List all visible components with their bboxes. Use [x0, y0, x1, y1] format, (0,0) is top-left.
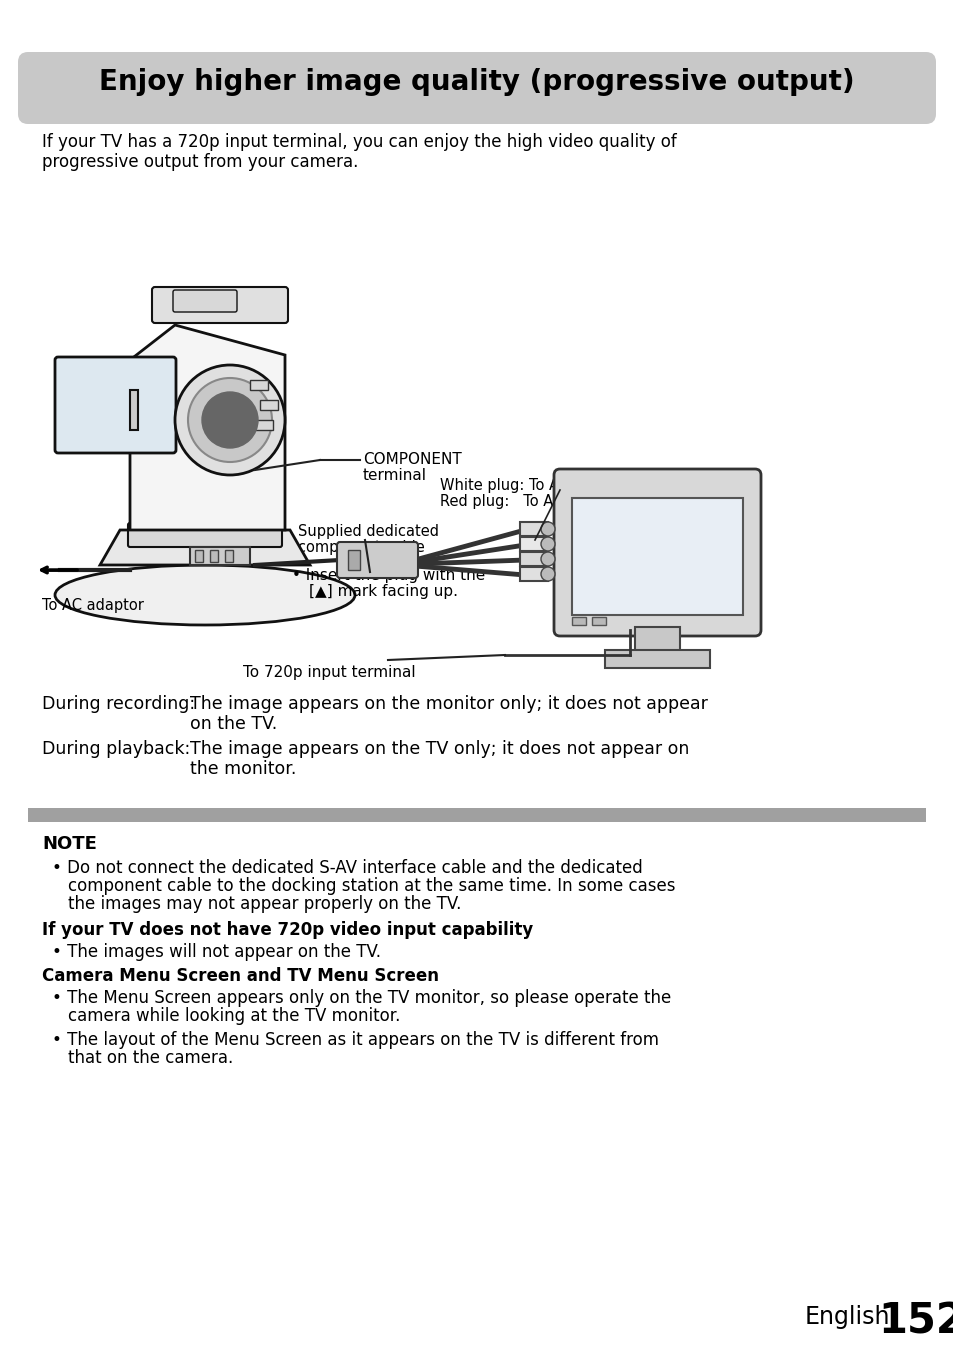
Text: • Insert the plug with the: • Insert the plug with the — [292, 568, 485, 582]
FancyBboxPatch shape — [336, 542, 417, 578]
FancyBboxPatch shape — [152, 286, 288, 323]
Text: camera while looking at the TV monitor.: camera while looking at the TV monitor. — [68, 1007, 400, 1025]
Text: The image appears on the monitor only; it does not appear: The image appears on the monitor only; i… — [190, 695, 707, 713]
Circle shape — [540, 568, 555, 581]
Text: on the TV.: on the TV. — [190, 716, 277, 733]
FancyBboxPatch shape — [554, 469, 760, 636]
Polygon shape — [130, 325, 285, 530]
Text: To 720p input terminal: To 720p input terminal — [243, 664, 416, 681]
Bar — [250, 381, 268, 390]
Bar — [635, 627, 679, 652]
Bar — [28, 808, 925, 822]
Circle shape — [540, 551, 555, 566]
Text: Enjoy higher image quality (progressive output): Enjoy higher image quality (progressive … — [99, 69, 854, 95]
Bar — [604, 650, 709, 668]
Bar — [194, 550, 203, 562]
Text: COMPONENT: COMPONENT — [363, 452, 461, 467]
Text: The image appears on the TV only; it does not appear on: The image appears on the TV only; it doe… — [190, 740, 689, 759]
Text: • The Menu Screen appears only on the TV monitor, so please operate the: • The Menu Screen appears only on the TV… — [52, 989, 671, 1007]
Text: If your TV has a 720p input terminal, you can enjoy the high video quality of: If your TV has a 720p input terminal, yo… — [42, 133, 676, 151]
Text: During playback:: During playback: — [42, 740, 190, 759]
Bar — [572, 498, 742, 615]
Text: • The layout of the Menu Screen as it appears on the TV is different from: • The layout of the Menu Screen as it ap… — [52, 1032, 659, 1049]
Bar — [348, 550, 359, 570]
Text: If your TV does not have 720p video input capability: If your TV does not have 720p video inpu… — [42, 921, 533, 939]
Bar — [260, 399, 277, 410]
Text: To AC adaptor: To AC adaptor — [42, 599, 144, 613]
Bar — [210, 550, 218, 562]
FancyBboxPatch shape — [18, 52, 935, 124]
FancyBboxPatch shape — [128, 523, 282, 547]
Bar — [592, 617, 605, 625]
Text: progressive output from your camera.: progressive output from your camera. — [42, 153, 358, 171]
Text: Supplied dedicated: Supplied dedicated — [297, 525, 438, 539]
Text: Red plug:   To Audio Input (R) terminal: Red plug: To Audio Input (R) terminal — [439, 494, 719, 508]
Text: During recording:: During recording: — [42, 695, 195, 713]
Circle shape — [540, 522, 555, 537]
FancyBboxPatch shape — [172, 291, 236, 312]
Text: White plug: To Audio Input (L) terminal: White plug: To Audio Input (L) terminal — [439, 477, 722, 494]
Text: • Do not connect the dedicated S-AV interface cable and the dedicated: • Do not connect the dedicated S-AV inte… — [52, 859, 642, 877]
Ellipse shape — [55, 565, 355, 625]
Text: the monitor.: the monitor. — [190, 760, 296, 777]
Circle shape — [540, 537, 555, 551]
Text: • The images will not appear on the TV.: • The images will not appear on the TV. — [52, 943, 380, 960]
Bar — [519, 522, 547, 537]
Text: [▲] mark facing up.: [▲] mark facing up. — [309, 584, 457, 599]
Bar — [519, 568, 547, 581]
Bar — [190, 547, 250, 565]
Bar — [572, 617, 585, 625]
Text: that on the camera.: that on the camera. — [68, 1049, 233, 1067]
Bar — [519, 537, 547, 551]
Text: component cable to the docking station at the same time. In some cases: component cable to the docking station a… — [68, 877, 675, 894]
Bar — [130, 390, 138, 430]
Text: NOTE: NOTE — [42, 835, 97, 853]
Bar — [254, 420, 273, 430]
Text: the images may not appear properly on the TV.: the images may not appear properly on th… — [68, 894, 461, 913]
Circle shape — [188, 378, 272, 461]
Bar — [519, 551, 547, 566]
Circle shape — [202, 391, 257, 448]
Bar — [225, 550, 233, 562]
Text: 152: 152 — [877, 1301, 953, 1342]
Text: English: English — [804, 1305, 889, 1329]
Circle shape — [174, 364, 285, 475]
Polygon shape — [100, 530, 310, 565]
Text: component cable: component cable — [297, 539, 424, 555]
Text: Camera Menu Screen and TV Menu Screen: Camera Menu Screen and TV Menu Screen — [42, 967, 438, 985]
Text: terminal: terminal — [363, 468, 427, 483]
FancyBboxPatch shape — [55, 356, 175, 453]
